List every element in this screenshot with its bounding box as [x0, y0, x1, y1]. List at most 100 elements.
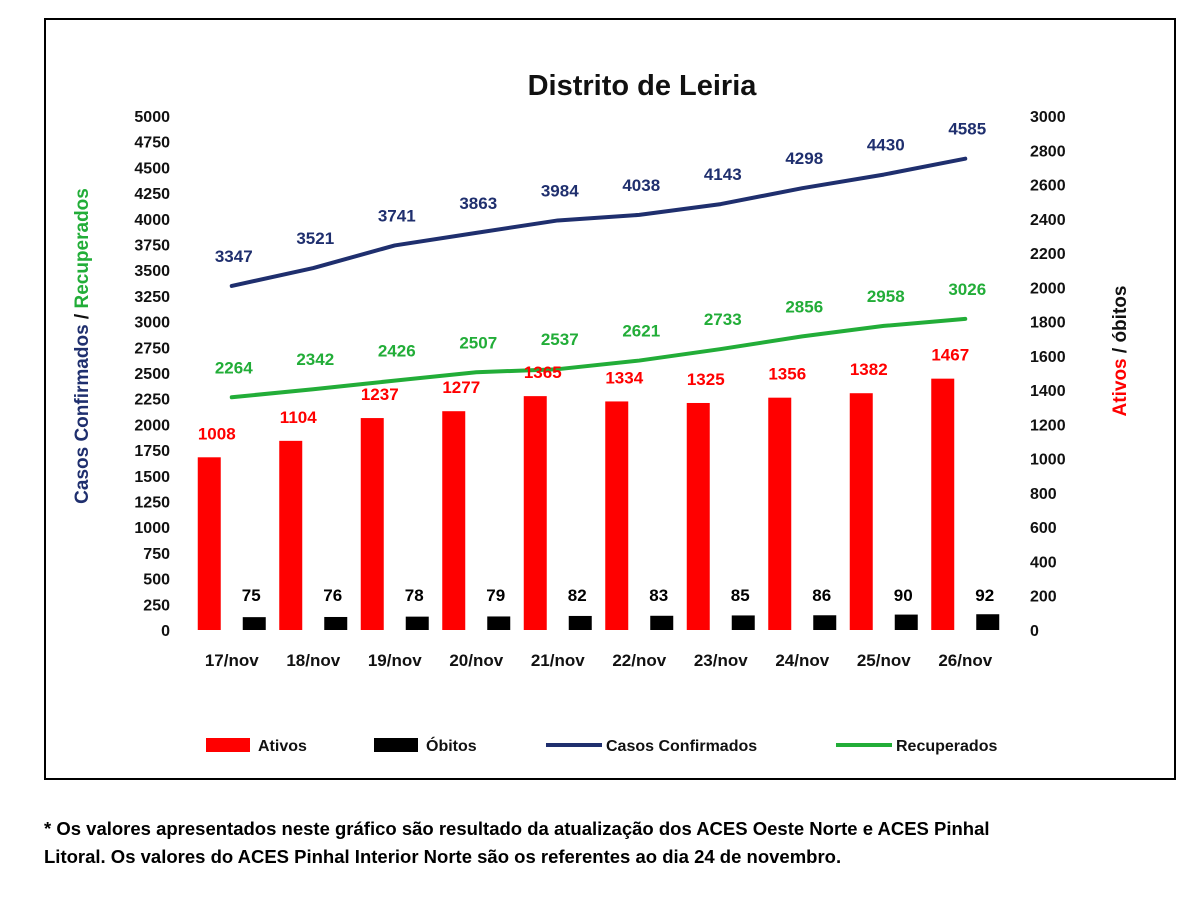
bar--bitos — [894, 614, 918, 630]
data-label-recuperados: 2856 — [785, 297, 823, 316]
x-tick-label: 20/nov — [449, 651, 503, 670]
data-label-recuperados: 3026 — [948, 280, 986, 299]
data-label-ativos: 1237 — [361, 385, 399, 404]
data-label-casos-confirmados: 3741 — [378, 206, 416, 225]
data-label--bitos: 76 — [323, 586, 342, 605]
left-axis-tick-label: 2250 — [134, 392, 170, 409]
right-axis-label-part-1: / — [1110, 343, 1131, 359]
right-axis-tick-label: 1800 — [1030, 315, 1066, 332]
data-label-recuperados: 2342 — [296, 350, 334, 369]
line-casos-confirmados — [229, 156, 968, 288]
left-axis-tick-label: 1750 — [134, 443, 170, 460]
data-label-casos-confirmados: 4430 — [867, 136, 905, 155]
data-label-casos-confirmados: 4143 — [704, 165, 742, 184]
data-label-recuperados: 2426 — [378, 342, 416, 361]
data-label-ativos: 1382 — [850, 360, 888, 379]
data-label-casos-confirmados: 3863 — [459, 194, 497, 213]
data-label-ativos: 1334 — [605, 368, 643, 387]
data-label-recuperados: 2733 — [704, 310, 742, 329]
left-axis-tick-label: 3750 — [134, 238, 170, 255]
right-axis-tick-label: 0 — [1030, 623, 1039, 640]
footnote: * Os valores apresentados neste gráfico … — [44, 815, 1164, 871]
bar--bitos — [324, 616, 348, 630]
bar--bitos — [568, 615, 592, 630]
left-axis-tick-label: 2500 — [134, 366, 170, 383]
right-axis-tick-label: 200 — [1030, 589, 1057, 606]
legend-swatch-ativos — [206, 738, 250, 752]
left-axis-tick-label: 750 — [143, 546, 170, 563]
bar-ativos — [686, 402, 710, 630]
right-axis-tick-label: 1000 — [1030, 452, 1066, 469]
chart-frame: Distrito de Leiria 0 250 500 750 1000 1250 1500… — [44, 18, 1176, 780]
bar-ativos — [849, 393, 873, 630]
data-label-casos-confirmados: 4298 — [785, 149, 823, 168]
left-axis-tick-label: 2750 — [134, 340, 170, 357]
data-label--bitos: 75 — [242, 586, 261, 605]
data-label-casos-confirmados: 3984 — [541, 181, 579, 200]
bar--bitos — [405, 616, 429, 630]
left-axis-tick-label: 500 — [143, 572, 170, 589]
x-tick-label: 25/nov — [857, 651, 911, 670]
bar--bitos — [242, 617, 266, 630]
bar-ativos — [931, 378, 955, 630]
bar--bitos — [813, 615, 837, 630]
bar--bitos — [650, 615, 674, 630]
bar--bitos — [731, 615, 755, 630]
data-label--bitos: 79 — [486, 586, 505, 605]
data-label-recuperados: 2958 — [867, 287, 905, 306]
data-label-ativos: 1325 — [687, 370, 725, 389]
x-tick-label: 24/nov — [775, 651, 829, 670]
legend-label-ativos: Ativos — [258, 738, 307, 755]
footnote-line-1: * Os valores apresentados neste gráfico … — [44, 818, 990, 839]
right-axis-tick-label: 2400 — [1030, 212, 1066, 229]
x-tick-label: 19/nov — [368, 651, 422, 670]
bar-ativos — [442, 411, 466, 630]
left-axis-tick-label: 4250 — [134, 186, 170, 203]
data-label--bitos: 92 — [975, 586, 994, 605]
left-axis-tick-label: 4750 — [134, 135, 170, 152]
left-axis-tick-label: 5000 — [134, 109, 170, 126]
right-axis-tick-label: 2800 — [1030, 143, 1066, 160]
data-label-ativos: 1356 — [768, 365, 806, 384]
footnote-line-2: Litoral. Os valores do ACES Pinhal Inter… — [44, 846, 842, 867]
data-label-ativos: 1277 — [442, 378, 480, 397]
right-axis-tick-label: 1200 — [1030, 417, 1066, 434]
left-axis-tick-label: 3000 — [134, 315, 170, 332]
x-tick-label: 23/nov — [694, 651, 748, 670]
data-label--bitos: 83 — [649, 586, 668, 605]
data-label-casos-confirmados: 3521 — [296, 229, 334, 248]
chart-svg: Distrito de Leiria0250500750100012501500… — [72, 70, 1131, 755]
data-label-ativos: 1365 — [524, 363, 562, 382]
left-axis-tick-label: 0 — [161, 623, 170, 640]
data-label--bitos: 86 — [812, 586, 831, 605]
data-label-recuperados: 2537 — [541, 330, 579, 349]
data-label--bitos: 78 — [405, 586, 424, 605]
left-axis-tick-label: 3500 — [134, 263, 170, 280]
left-axis-tick-label: 1250 — [134, 495, 170, 512]
legend-label-recuperados: Recuperados — [896, 738, 997, 755]
data-label-recuperados: 2507 — [459, 333, 497, 352]
right-axis-label: Ativos / óbitos — [1110, 286, 1131, 417]
data-label-casos-confirmados: 4585 — [948, 120, 986, 139]
left-axis-label-part-2: Recuperados — [72, 188, 93, 308]
bar-ativos — [523, 396, 547, 630]
bar--bitos — [487, 616, 511, 630]
data-label--bitos: 85 — [731, 586, 750, 605]
left-axis-label-part-1: / — [72, 309, 93, 325]
right-axis-tick-label: 1600 — [1030, 349, 1066, 366]
right-axis-tick-label: 400 — [1030, 554, 1057, 571]
left-axis-tick-label: 1500 — [134, 469, 170, 486]
data-label--bitos: 82 — [568, 586, 587, 605]
right-axis-tick-label: 3000 — [1030, 109, 1066, 126]
x-tick-label: 26/nov — [938, 651, 992, 670]
bar-ativos — [197, 457, 221, 630]
x-tick-label: 22/nov — [612, 651, 666, 670]
bar-ativos — [768, 397, 792, 630]
right-axis-tick-label: 800 — [1030, 486, 1057, 503]
left-axis-tick-label: 2000 — [134, 417, 170, 434]
left-axis-tick-label: 250 — [143, 597, 170, 614]
bar-ativos — [360, 418, 384, 630]
data-label-ativos: 1008 — [198, 424, 236, 443]
bar-ativos — [605, 401, 629, 630]
data-label-recuperados: 2264 — [215, 358, 253, 377]
